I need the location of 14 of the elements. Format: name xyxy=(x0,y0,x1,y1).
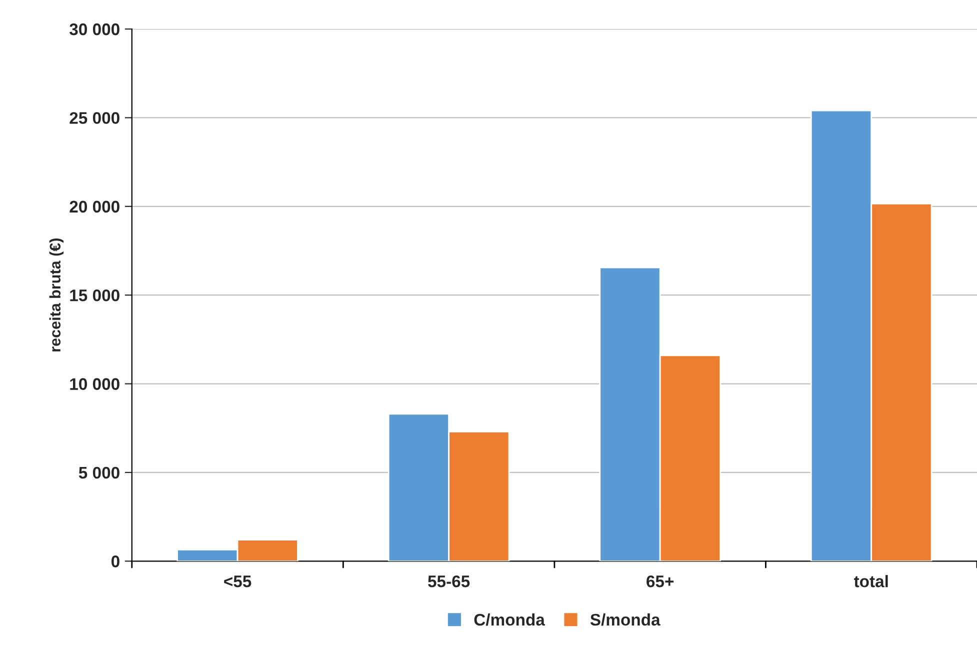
y-tick-label: 5 000 xyxy=(78,466,120,479)
y-tick-label: 30 000 xyxy=(70,23,120,36)
y-tick-label: 15 000 xyxy=(70,289,120,302)
y-axis-title: receita bruta (€) xyxy=(49,238,64,352)
x-tick-label: <55 xyxy=(224,576,252,588)
legend-label: C/monda xyxy=(474,613,546,626)
x-tick-label: 55-65 xyxy=(428,575,470,588)
x-tick-label: 65+ xyxy=(646,575,674,588)
y-tick-label: 25 000 xyxy=(70,112,120,124)
y-tick-label: 10 000 xyxy=(70,378,120,390)
y-tick-label: 0 xyxy=(111,556,120,568)
y-tick-label: 20 000 xyxy=(70,200,120,213)
x-tick-label: total xyxy=(854,575,888,588)
legend-label: S/monda xyxy=(590,613,660,626)
